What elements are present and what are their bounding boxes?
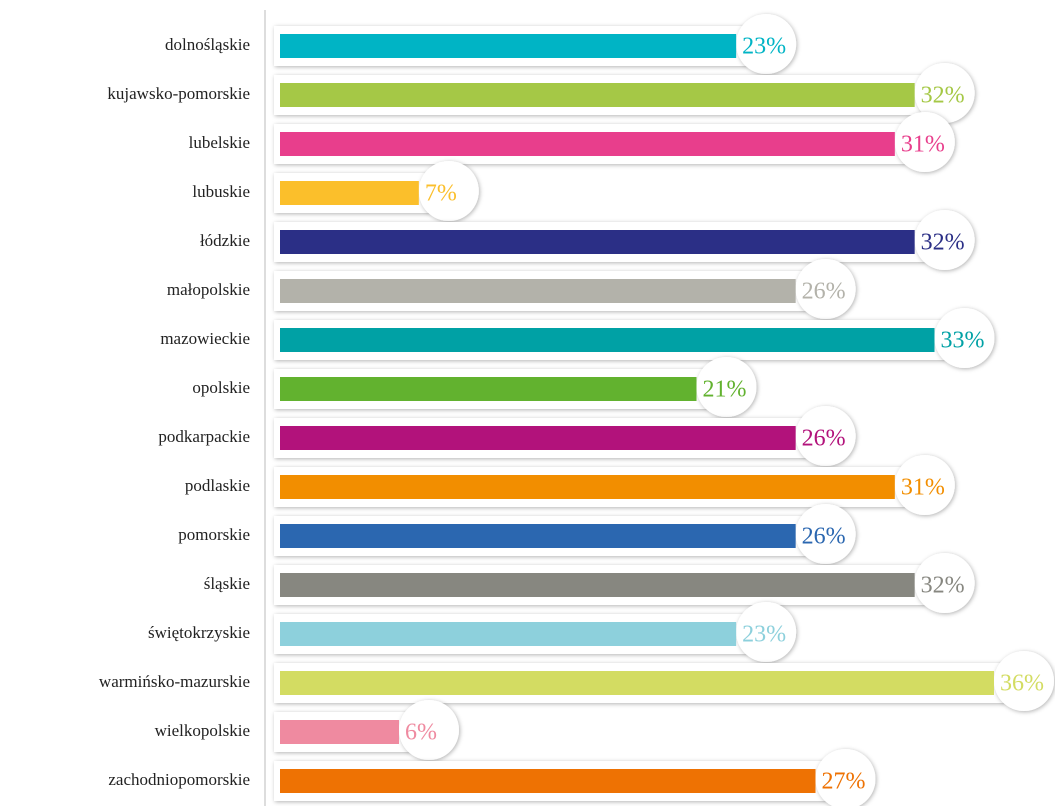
label-bubble — [894, 112, 955, 172]
label-bubble — [934, 308, 995, 368]
label-bubble — [736, 602, 797, 662]
bar — [280, 573, 915, 597]
category-label: śląskie — [204, 574, 250, 593]
category-label: wielkopolskie — [155, 721, 250, 740]
value-label: 26% — [802, 279, 846, 305]
value-label: 32% — [921, 230, 965, 256]
value-label: 33% — [941, 328, 985, 354]
value-label: 36% — [1000, 671, 1044, 697]
bar — [280, 34, 737, 58]
bar — [280, 769, 816, 793]
label-bubble — [914, 63, 975, 123]
category-label: zachodniopomorskie — [108, 770, 250, 789]
category-label: opolskie — [192, 378, 250, 397]
value-label: 32% — [921, 573, 965, 599]
category-label: małopolskie — [167, 280, 250, 299]
label-bubble — [994, 651, 1054, 711]
bar — [280, 377, 697, 401]
value-label: 27% — [822, 769, 866, 795]
category-label: kujawsko-pomorskie — [107, 84, 250, 103]
category-label: pomorskie — [178, 525, 250, 544]
bar — [280, 279, 796, 303]
category-label: dolnośląskie — [165, 35, 250, 54]
value-label: 7% — [425, 181, 457, 207]
bar — [280, 671, 994, 695]
label-bubble — [914, 210, 975, 270]
label-bubble — [418, 161, 479, 221]
label-bubble — [736, 14, 797, 74]
category-label: lubelskie — [189, 133, 250, 152]
label-bubble — [696, 357, 757, 417]
value-label: 6% — [405, 720, 437, 746]
value-label: 31% — [901, 475, 945, 501]
value-label: 31% — [901, 132, 945, 158]
bar — [280, 475, 895, 499]
value-label: 26% — [802, 524, 846, 550]
bar — [280, 230, 915, 254]
bar — [280, 720, 399, 744]
label-bubble — [795, 259, 856, 319]
category-label: warmińsko-mazurskie — [99, 672, 250, 691]
bar — [280, 622, 737, 646]
bar — [280, 181, 419, 205]
value-label: 23% — [742, 34, 786, 60]
category-label: podkarpackie — [158, 427, 250, 446]
label-bubble — [815, 749, 876, 806]
label-bubble — [795, 504, 856, 564]
label-bubble — [894, 455, 955, 515]
label-bubble — [914, 553, 975, 613]
label-bubble — [399, 700, 459, 760]
category-label: mazowieckie — [160, 329, 250, 348]
category-label: lubuskie — [192, 182, 250, 201]
category-label: podlaskie — [185, 476, 250, 495]
value-label: 26% — [802, 426, 846, 452]
bar — [280, 524, 796, 548]
value-label: 32% — [921, 83, 965, 109]
bar — [280, 132, 895, 156]
label-bubble — [795, 406, 856, 466]
bar — [280, 83, 915, 107]
category-label: świętokrzyskie — [148, 623, 250, 642]
value-label: 23% — [742, 622, 786, 648]
bar — [280, 328, 935, 352]
bar — [280, 426, 796, 450]
category-label: łódzkie — [200, 231, 250, 250]
value-label: 21% — [703, 377, 747, 403]
